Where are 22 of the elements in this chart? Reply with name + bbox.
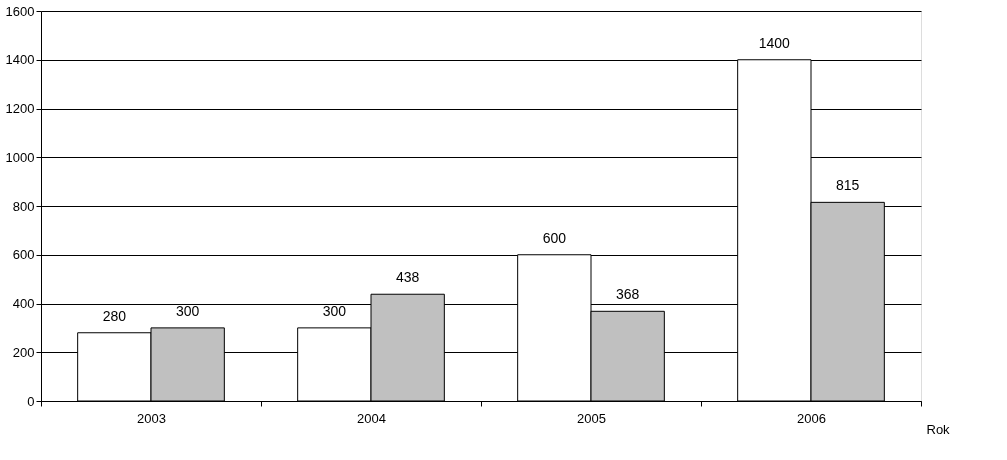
y-tick-label: 400 <box>12 296 35 311</box>
x-tick-label: 2006 <box>797 410 826 426</box>
y-tick-label: 1000 <box>5 149 35 165</box>
x-tick-label: 2005 <box>577 410 606 426</box>
data-label: 300 <box>175 302 200 319</box>
data-label: 280 <box>102 307 127 324</box>
y-tick-label: 200 <box>12 344 35 360</box>
data-label: 600 <box>542 229 567 246</box>
data-label: 300 <box>322 302 347 319</box>
y-tick-label: 0 <box>27 393 35 409</box>
y-tick-label: 1200 <box>5 101 35 116</box>
y-tick-label: 800 <box>12 198 35 214</box>
data-label: 368 <box>615 286 640 303</box>
x-tick-label: 2004 <box>357 410 386 426</box>
data-label: 815 <box>835 177 860 194</box>
data-label: 1400 <box>758 34 791 51</box>
y-tick-label: 1600 <box>5 3 35 19</box>
x-tick-label: 2003 <box>137 410 166 426</box>
x-axis-title: Rok <box>926 421 951 437</box>
data-label: 438 <box>395 269 420 286</box>
y-tick-label: 600 <box>12 247 35 263</box>
y-tick-label: 1400 <box>5 52 35 68</box>
